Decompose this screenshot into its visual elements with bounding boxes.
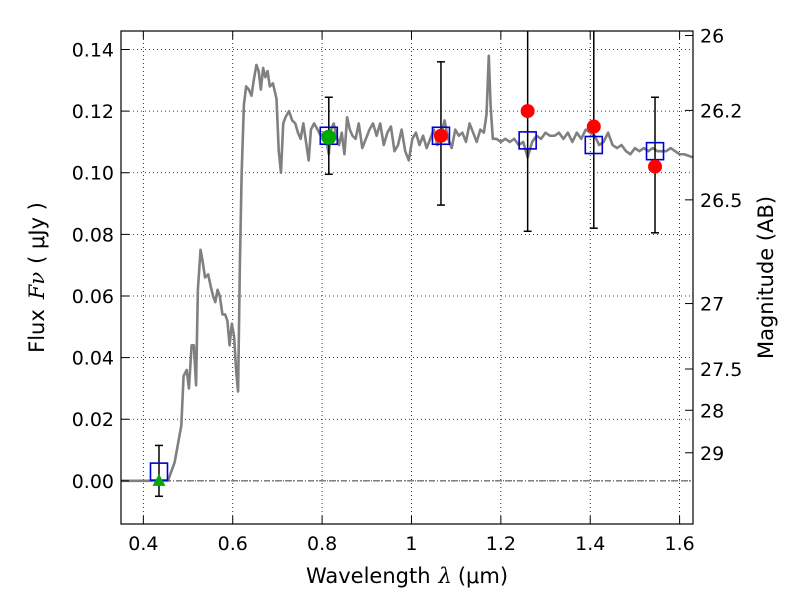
x-tick-label: 1.2 bbox=[486, 533, 516, 555]
x-tick-label: 0.8 bbox=[307, 533, 337, 555]
model-box-marker bbox=[431, 126, 451, 146]
marker-layer bbox=[149, 104, 665, 486]
y2-tick-label: 26 bbox=[700, 25, 724, 47]
y2-tick-label: 26.5 bbox=[700, 190, 742, 212]
model-box-marker bbox=[518, 131, 537, 150]
y2-tick-label: 27 bbox=[700, 294, 724, 316]
y-tick-label: 0.04 bbox=[72, 348, 114, 370]
y2-tick-label: 28 bbox=[700, 400, 724, 422]
observed-point bbox=[433, 128, 448, 143]
x-tick-label: 0.6 bbox=[218, 533, 248, 555]
y-axis-label: Flux Fν ( μJy ) bbox=[25, 202, 49, 353]
y-tick-label: 0.02 bbox=[72, 409, 114, 431]
tick-marks bbox=[121, 31, 693, 524]
observed-point bbox=[586, 119, 601, 134]
spectrum-line bbox=[121, 54, 694, 483]
tick-labels: 0.4 0.6 0.8 1 1.2 1.4 1.6 0.00 0.02 0.04 0.06 0.08 0… bbox=[72, 25, 743, 555]
y2-axis-label: Magnitude (AB) bbox=[754, 196, 778, 359]
model-box-marker bbox=[584, 135, 604, 155]
y-axis-label-text: Flux bbox=[25, 309, 49, 353]
y-tick-label: 0.00 bbox=[72, 471, 114, 493]
observed-point bbox=[648, 159, 663, 174]
y2-tick-label: 29 bbox=[700, 443, 724, 465]
x-axis-label-unit: (μm) bbox=[458, 564, 508, 588]
x-tick-label: 0.4 bbox=[128, 533, 158, 555]
x-tick-label: 1.6 bbox=[664, 533, 694, 555]
x-tick-label: 1.4 bbox=[575, 533, 605, 555]
y-tick-label: 0.06 bbox=[72, 286, 114, 308]
green-triangle-marker bbox=[152, 473, 166, 486]
y-tick-label: 0.12 bbox=[72, 101, 114, 123]
y-axis-label-unit: ( μJy ) bbox=[25, 202, 49, 264]
green-point bbox=[321, 129, 337, 145]
grid-lines bbox=[121, 31, 693, 524]
x-axis-label-symbol: λ bbox=[438, 564, 452, 588]
error-bar-layer bbox=[154, 31, 660, 498]
y-tick-label: 0.10 bbox=[72, 163, 114, 185]
x-axis-label-text: Wavelength bbox=[306, 564, 431, 588]
plot-frame bbox=[120, 30, 694, 525]
x-tick-label: 1 bbox=[405, 533, 417, 555]
y2-tick-label: 26.2 bbox=[700, 100, 742, 122]
observed-point bbox=[520, 104, 535, 119]
y2-tick-label: 27.5 bbox=[700, 359, 742, 381]
y-axis-label-symbol: Fν bbox=[25, 272, 49, 301]
x-axis-label: Wavelength λ (μm) bbox=[306, 564, 508, 588]
spectrum-layer bbox=[121, 54, 694, 483]
y-tick-label: 0.08 bbox=[72, 224, 114, 246]
y-tick-label: 0.14 bbox=[72, 39, 114, 61]
